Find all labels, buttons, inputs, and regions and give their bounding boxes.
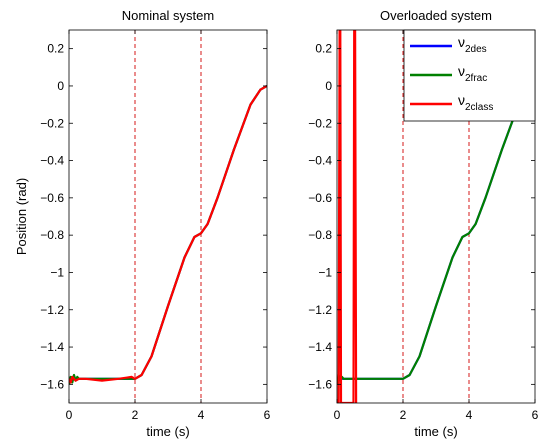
- legend-subscript: 2des: [465, 44, 487, 55]
- axes-box: [68, 29, 268, 404]
- y-tick-label: −0.2: [308, 116, 332, 130]
- series-group: [69, 84, 267, 385]
- x-axis-label: time (s): [414, 424, 457, 439]
- legend-label: ν2des: [458, 34, 487, 55]
- x-tick-label: 4: [466, 408, 473, 422]
- chart-title: Nominal system: [122, 8, 214, 23]
- y-tick-label: −0.8: [40, 228, 64, 242]
- plot-panel-1: 0.2 0 −0.2 −0.4 −0.6 −0.8 −1 −1.2 −1.4 −1.6 0 2 4 6 No…: [14, 8, 271, 439]
- legend-subscript: 2frac: [465, 73, 487, 84]
- y-tick-label: −1.2: [40, 303, 64, 317]
- y-tick-label: −0.4: [308, 154, 332, 168]
- y-tick-label: −1.2: [308, 303, 332, 317]
- series-line-3: [69, 84, 267, 384]
- legend-subscript: 2class: [465, 102, 493, 113]
- plot-panel-2: 0.2 0 −0.2 −0.4 −0.6 −0.8 −1 −1.2 −1.4 −1.6 0 2 4 6 Ov…: [308, 8, 538, 439]
- y-tick-label: −1.6: [40, 377, 64, 391]
- legend-label: ν2frac: [458, 63, 487, 84]
- y-tick-label: −1: [318, 265, 332, 279]
- series-line-2: [337, 84, 535, 385]
- y-tick-label: −1.4: [308, 340, 332, 354]
- legend-label: ν2class: [458, 92, 493, 113]
- y-tick-label: −0.6: [308, 191, 332, 205]
- legend-symbol: ν: [458, 92, 465, 108]
- x-tick-label: 2: [132, 408, 139, 422]
- x-tick-label: 0: [66, 408, 73, 422]
- x-tick-label: 4: [198, 408, 205, 422]
- y-tick-label: −0.2: [40, 116, 64, 130]
- y-tick-label: −1.6: [308, 377, 332, 391]
- legend-symbol: ν: [458, 34, 465, 50]
- legend-symbol: ν: [458, 63, 465, 79]
- y-tick-label: −0.6: [40, 191, 64, 205]
- x-tick-label: 6: [532, 408, 539, 422]
- plot-area: [69, 30, 267, 403]
- y-tick-label: −0.8: [308, 228, 332, 242]
- x-axis-label: time (s): [146, 424, 189, 439]
- x-tick-label: 0: [334, 408, 341, 422]
- y-tick-label: −1: [50, 265, 64, 279]
- y-tick-label: −0.4: [40, 154, 64, 168]
- x-tick-label: 2: [400, 408, 407, 422]
- y-tick-label: 0: [325, 79, 332, 93]
- chart-title: Overloaded system: [380, 8, 492, 23]
- y-tick-label: 0: [57, 79, 64, 93]
- series-group: [337, 30, 535, 403]
- y-axis-label: Position (rad): [14, 178, 29, 255]
- x-tick-label: 6: [264, 408, 271, 422]
- y-tick-label: −1.4: [40, 340, 64, 354]
- y-tick-label: 0.2: [315, 42, 332, 56]
- y-tick-label: 0.2: [47, 42, 64, 56]
